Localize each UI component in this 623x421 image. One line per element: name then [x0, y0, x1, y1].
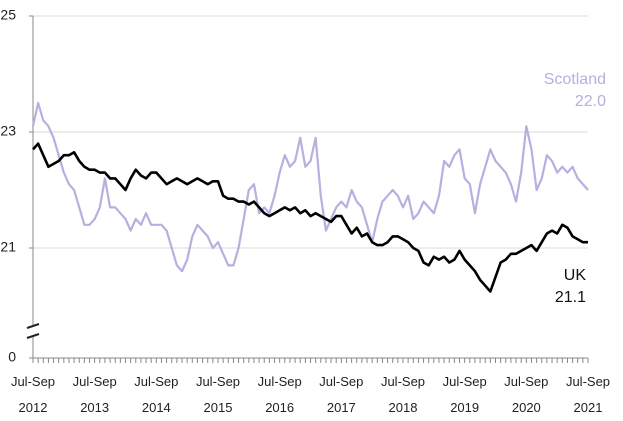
series-label: UK	[564, 267, 587, 284]
line-scotland	[31, 101, 589, 273]
y-tick-label: 0	[8, 349, 16, 365]
x-tick-label: Jul-Sep 2018	[381, 374, 425, 415]
x-tick-label: Jul-Sep 2012	[11, 374, 55, 415]
x-tick-label: Jul-Sep 2016	[258, 374, 302, 415]
x-tick-label: Jul-Sep 2015	[196, 374, 240, 415]
x-tick-label: Jul-Sep 2014	[134, 374, 178, 415]
series-label: Scotland	[544, 71, 606, 88]
x-tick-label: Jul-Sep 2020	[504, 374, 548, 415]
x-tick-label: Jul-Sep 2019	[443, 374, 487, 415]
y-tick-label: 21	[0, 239, 16, 255]
x-tick-label: Jul-Sep 2017	[319, 374, 363, 415]
end-value-label: 21.1	[555, 289, 586, 306]
y-tick-label: 23	[0, 123, 16, 139]
x-tick-label: Jul-Sep 2013	[73, 374, 117, 415]
line-uk	[32, 142, 588, 293]
x-tick-label: Jul-Sep 2021	[566, 374, 610, 415]
axis-break	[26, 333, 40, 339]
axis-break	[26, 323, 40, 329]
end-value-label: 22.0	[575, 93, 606, 110]
y-tick-label: 25	[0, 7, 16, 23]
